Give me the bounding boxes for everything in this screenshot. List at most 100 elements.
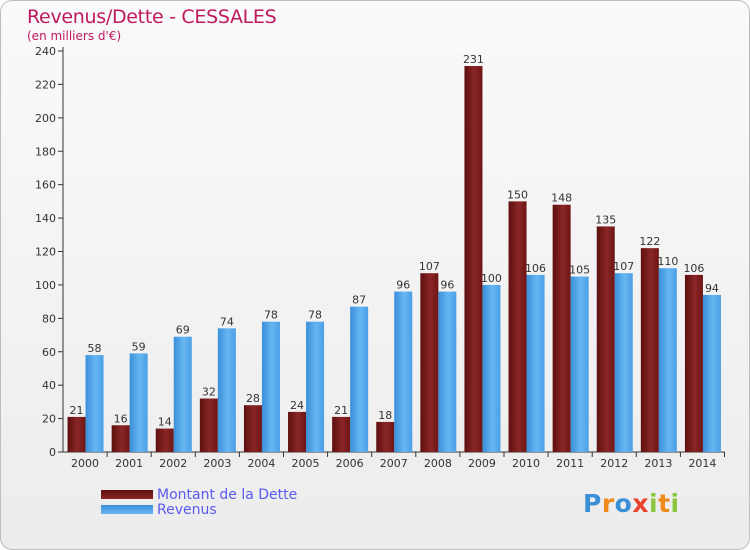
bar-debt-2007 [376,421,395,452]
value-label-debt-2011: 148 [551,192,572,205]
value-label-debt-2005: 24 [290,399,304,412]
logo-letter: x [632,489,649,518]
legend-label-debt: Montant de la Dette [157,486,298,503]
x-tick-label: 2007 [380,457,408,470]
value-label-debt-2014: 106 [683,262,704,275]
y-tick-label: 200 [35,112,56,125]
bar-revenue-2009 [482,284,501,452]
legend-item-revenue: Revenus [101,501,297,518]
legend-item-debt: Montant de la Dette [101,486,298,503]
value-label-debt-2007: 18 [378,409,392,422]
x-tick-label: 2014 [688,457,716,470]
chart-legend: Montant de la Dette Revenus [101,486,298,518]
y-tick-label: 0 [49,446,56,459]
logo-letter: i [649,489,659,518]
value-label-debt-2001: 16 [114,412,128,425]
chart-bars [67,66,721,452]
value-label-revenue-2014: 94 [705,282,719,295]
logo-letter: P [583,489,602,518]
bar-debt-2008 [420,273,439,452]
value-label-revenue-2013: 110 [657,255,678,268]
bar-debt-2009 [464,66,483,452]
value-label-revenue-2009: 100 [481,272,502,285]
x-tick-label: 2003 [203,457,231,470]
bar-debt-2014 [684,274,703,452]
value-label-debt-2000: 21 [70,404,84,417]
value-label-revenue-2000: 58 [88,342,102,355]
y-tick-label: 40 [42,379,56,392]
value-label-debt-2002: 14 [158,416,172,429]
bar-debt-2002 [155,428,174,452]
x-tick-label: 2010 [512,457,540,470]
proxiti-logo[interactable]: Proxiti [583,489,680,518]
bar-revenue-2008 [438,291,457,452]
value-label-debt-2008: 107 [419,260,440,273]
chart-value-labels: 2158165914693274287824782187189610796231… [70,53,719,429]
value-label-revenue-2001: 59 [132,340,146,353]
x-tick-label: 2012 [600,457,628,470]
bar-revenue-2002 [173,336,192,452]
bar-debt-2013 [640,248,659,452]
logo-letter: i [670,489,680,518]
bar-debt-2004 [243,405,262,452]
y-tick-label: 220 [35,78,56,91]
x-tick-label: 2006 [336,457,364,470]
y-tick-label: 160 [35,179,56,192]
y-tick-label: 100 [35,279,56,292]
bar-revenue-2001 [129,353,148,452]
value-label-debt-2010: 150 [507,188,528,201]
value-label-revenue-2005: 78 [308,309,322,322]
x-tick-label: 2004 [247,457,275,470]
y-tick-label: 80 [42,312,56,325]
y-tick-label: 180 [35,145,56,158]
bar-debt-2005 [288,411,307,452]
bar-debt-2012 [596,226,615,452]
y-tick-label: 60 [42,346,56,359]
y-tick-label: 120 [35,246,56,259]
bar-revenue-2006 [350,306,369,452]
x-tick-label: 2000 [71,457,99,470]
logo-letter: t [658,489,671,518]
value-label-revenue-2008: 96 [440,279,454,292]
value-label-debt-2013: 122 [639,235,660,248]
bar-revenue-2007 [394,291,413,452]
value-label-debt-2004: 28 [246,392,260,405]
bar-debt-2003 [199,398,218,452]
bar-debt-2011 [552,204,571,452]
x-tick-label: 2008 [424,457,452,470]
value-label-debt-2009: 231 [463,53,484,66]
bar-revenue-2000 [85,355,104,452]
value-label-revenue-2007: 96 [396,279,410,292]
x-tick-label: 2005 [292,457,320,470]
logo-letter: r [601,489,615,518]
value-label-revenue-2006: 87 [352,294,366,307]
legend-label-revenue: Revenus [157,501,217,518]
chart-subtitle: (en milliers d'€) [27,29,122,43]
value-label-debt-2012: 135 [595,213,616,226]
value-label-revenue-2004: 78 [264,309,278,322]
bar-revenue-2011 [570,276,589,452]
bar-revenue-2013 [658,268,677,452]
logo-letter: o [614,489,633,518]
y-tick-label: 140 [35,212,56,225]
legend-swatch-debt [101,490,153,499]
x-tick-label: 2001 [115,457,143,470]
bar-debt-2010 [508,201,527,452]
value-label-revenue-2003: 74 [220,315,234,328]
bar-revenue-2005 [306,321,325,452]
legend-swatch-revenue [101,505,153,514]
bar-debt-2006 [332,416,351,452]
x-tick-label: 2013 [644,457,672,470]
bar-debt-2001 [111,425,130,452]
y-tick-label: 20 [42,413,56,426]
value-label-revenue-2011: 105 [569,264,590,277]
bar-revenue-2014 [702,294,721,452]
bar-revenue-2010 [526,274,545,452]
value-label-debt-2006: 21 [334,404,348,417]
x-tick-label: 2009 [468,457,496,470]
bar-revenue-2012 [614,273,633,452]
bar-revenue-2004 [261,321,280,452]
chart-title: Revenus/Dette - CESSALES [27,6,277,28]
